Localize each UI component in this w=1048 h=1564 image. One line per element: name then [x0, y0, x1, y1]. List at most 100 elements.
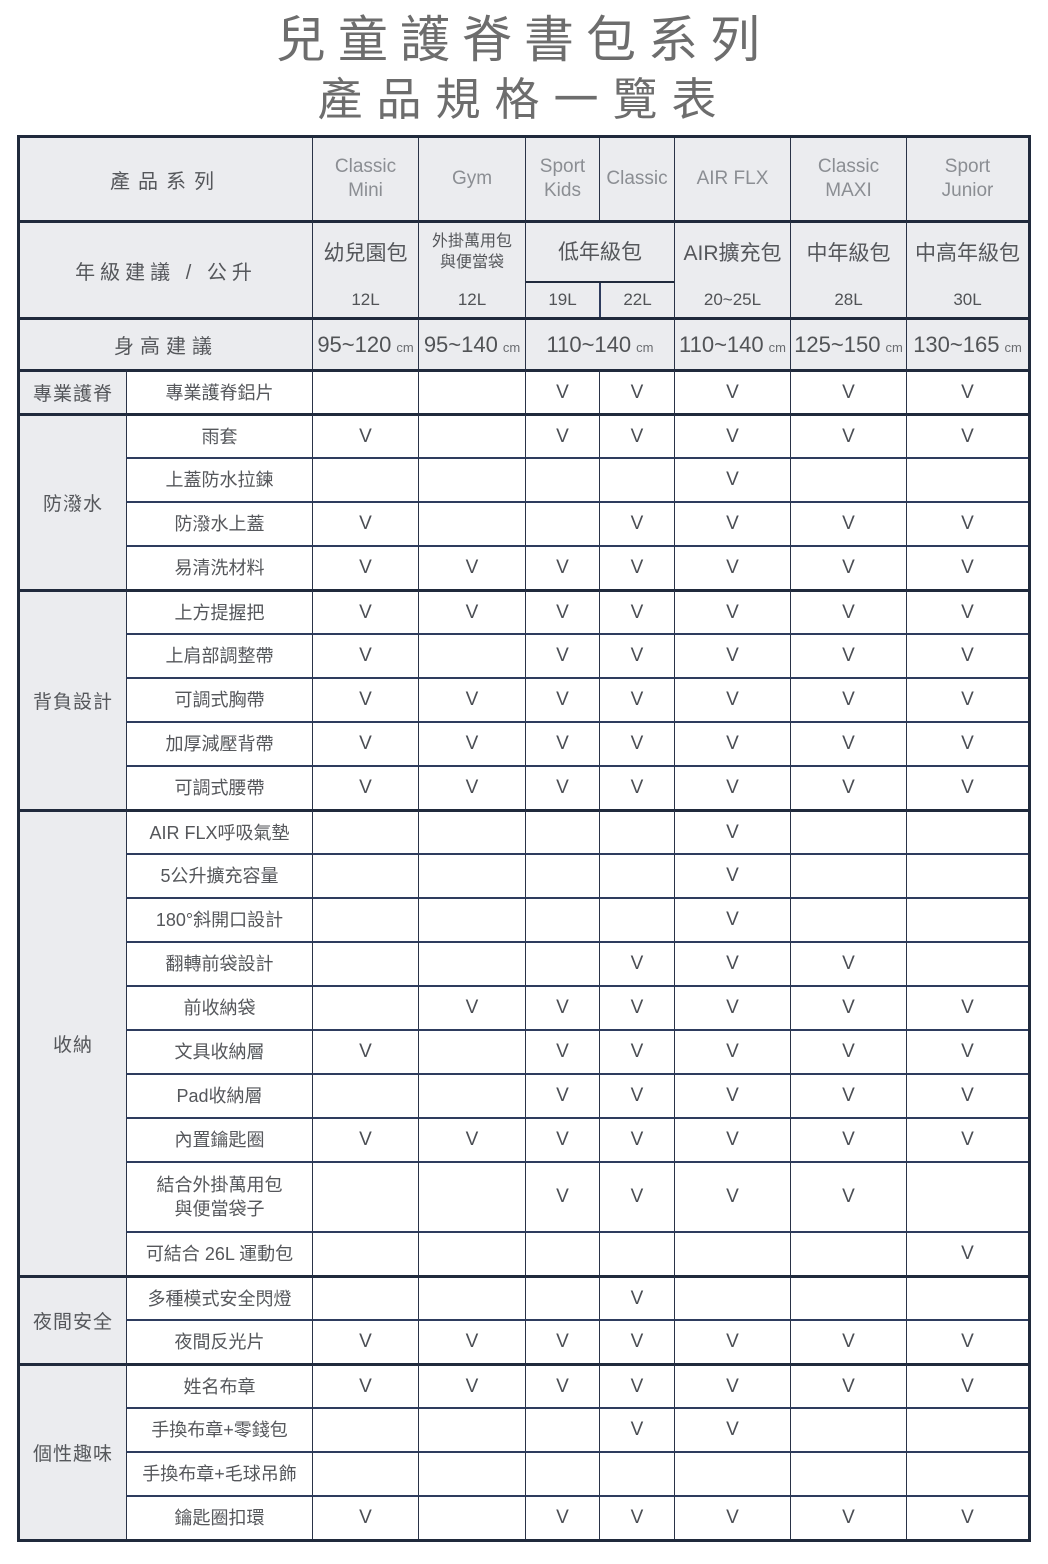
check-cell: V [418, 765, 525, 810]
check-mark: V [556, 777, 569, 799]
check-cell: V [790, 941, 906, 986]
height-cell: 110~140 cm [525, 317, 674, 370]
check-mark: V [359, 1507, 372, 1529]
check-cell [599, 897, 674, 942]
check-mark: V [630, 689, 644, 711]
check-mark: V [961, 1375, 974, 1397]
check-mark: V [556, 1085, 569, 1107]
check-mark: V [556, 1507, 569, 1529]
check-cell: V [312, 1363, 418, 1408]
check-mark: V [556, 381, 569, 403]
page-title-line1: 兒童護脊書包系列 [276, 12, 772, 68]
check-cell: V [674, 765, 790, 810]
check-cell: V [906, 1363, 1028, 1408]
check-cell [790, 1407, 906, 1452]
feature-name-cell: 雨套 [126, 413, 312, 458]
check-cell [599, 809, 674, 854]
check-cell: V [599, 501, 674, 546]
check-mark: V [465, 557, 479, 579]
check-mark: V [961, 689, 974, 711]
check-mark: V [556, 425, 569, 447]
check-mark: V [961, 1085, 974, 1107]
check-cell [906, 1407, 1028, 1452]
check-cell [906, 941, 1028, 986]
height-value: 95~140 [423, 331, 498, 357]
check-cell [418, 1073, 525, 1118]
height-cell: 130~165 cm [906, 317, 1028, 370]
check-cell: V [674, 369, 790, 414]
check-cell [418, 457, 525, 502]
liter-row: 12L [313, 283, 418, 317]
check-cell [418, 1275, 525, 1320]
check-cell [525, 809, 599, 854]
check-mark: V [556, 1186, 569, 1208]
check-cell [906, 1275, 1028, 1320]
check-cell: V [674, 1363, 790, 1408]
check-cell: V [525, 413, 599, 458]
check-mark: V [556, 997, 569, 1019]
check-cell: V [674, 897, 790, 942]
feature-name-cell: 前收納袋 [126, 985, 312, 1030]
check-mark: V [726, 1375, 739, 1397]
check-cell: V [906, 677, 1028, 722]
check-mark: V [359, 733, 372, 755]
check-cell: V [906, 1117, 1028, 1162]
check-mark: V [842, 425, 855, 447]
check-cell [312, 1275, 418, 1320]
check-mark: V [359, 557, 372, 579]
check-cell: V [599, 1029, 674, 1074]
check-cell: V [599, 941, 674, 986]
check-cell [674, 1451, 790, 1496]
liter-row: 20~25L [675, 283, 790, 317]
check-cell: V [599, 1495, 674, 1540]
check-mark: V [465, 997, 479, 1019]
check-cell: V [418, 677, 525, 722]
check-cell: V [906, 985, 1028, 1030]
check-cell: V [599, 1073, 674, 1118]
grade-name: 外掛萬用包 與便當袋 [431, 233, 512, 272]
check-mark: V [726, 381, 739, 403]
check-cell [906, 809, 1028, 854]
check-cell: V [674, 1073, 790, 1118]
check-mark: V [726, 513, 739, 535]
check-cell: V [599, 1117, 674, 1162]
height-value: 130~165 [913, 331, 1000, 357]
check-cell: V [525, 545, 599, 590]
check-cell [790, 1275, 906, 1320]
check-cell: V [906, 1495, 1028, 1540]
check-mark: V [630, 513, 644, 535]
check-cell: V [674, 809, 790, 854]
check-cell: V [525, 369, 599, 414]
check-cell [312, 1231, 418, 1276]
liter-value: 22L [599, 283, 674, 318]
page-title: 兒童護脊書包系列 產品規格一覽表 [0, 0, 1048, 125]
product-header-cell: Gym [418, 138, 525, 221]
check-cell: V [525, 1319, 599, 1364]
check-mark: V [726, 601, 739, 623]
check-cell: V [790, 765, 906, 810]
check-cell: V [674, 1407, 790, 1452]
check-cell [525, 941, 599, 986]
check-mark: V [556, 733, 569, 755]
feature-name-cell: 姓名布章 [126, 1363, 312, 1408]
check-cell: V [525, 1363, 599, 1408]
grade-name: AIR擴充包 [683, 241, 782, 265]
check-cell: V [790, 633, 906, 678]
check-mark: V [961, 1041, 974, 1063]
check-mark: V [726, 1507, 739, 1529]
check-cell: V [674, 1495, 790, 1540]
check-cell [312, 369, 418, 414]
check-cell [790, 897, 906, 942]
check-cell: V [418, 1363, 525, 1408]
check-cell: V [525, 677, 599, 722]
check-cell: V [599, 1319, 674, 1364]
check-mark: V [556, 1331, 569, 1353]
group-label-cell: 防潑水 [20, 413, 126, 590]
check-cell [418, 633, 525, 678]
check-cell: V [525, 633, 599, 678]
check-mark: V [726, 645, 739, 667]
check-mark: V [842, 1375, 855, 1397]
check-mark: V [842, 997, 855, 1019]
check-mark: V [630, 777, 644, 799]
check-mark: V [842, 1507, 855, 1529]
